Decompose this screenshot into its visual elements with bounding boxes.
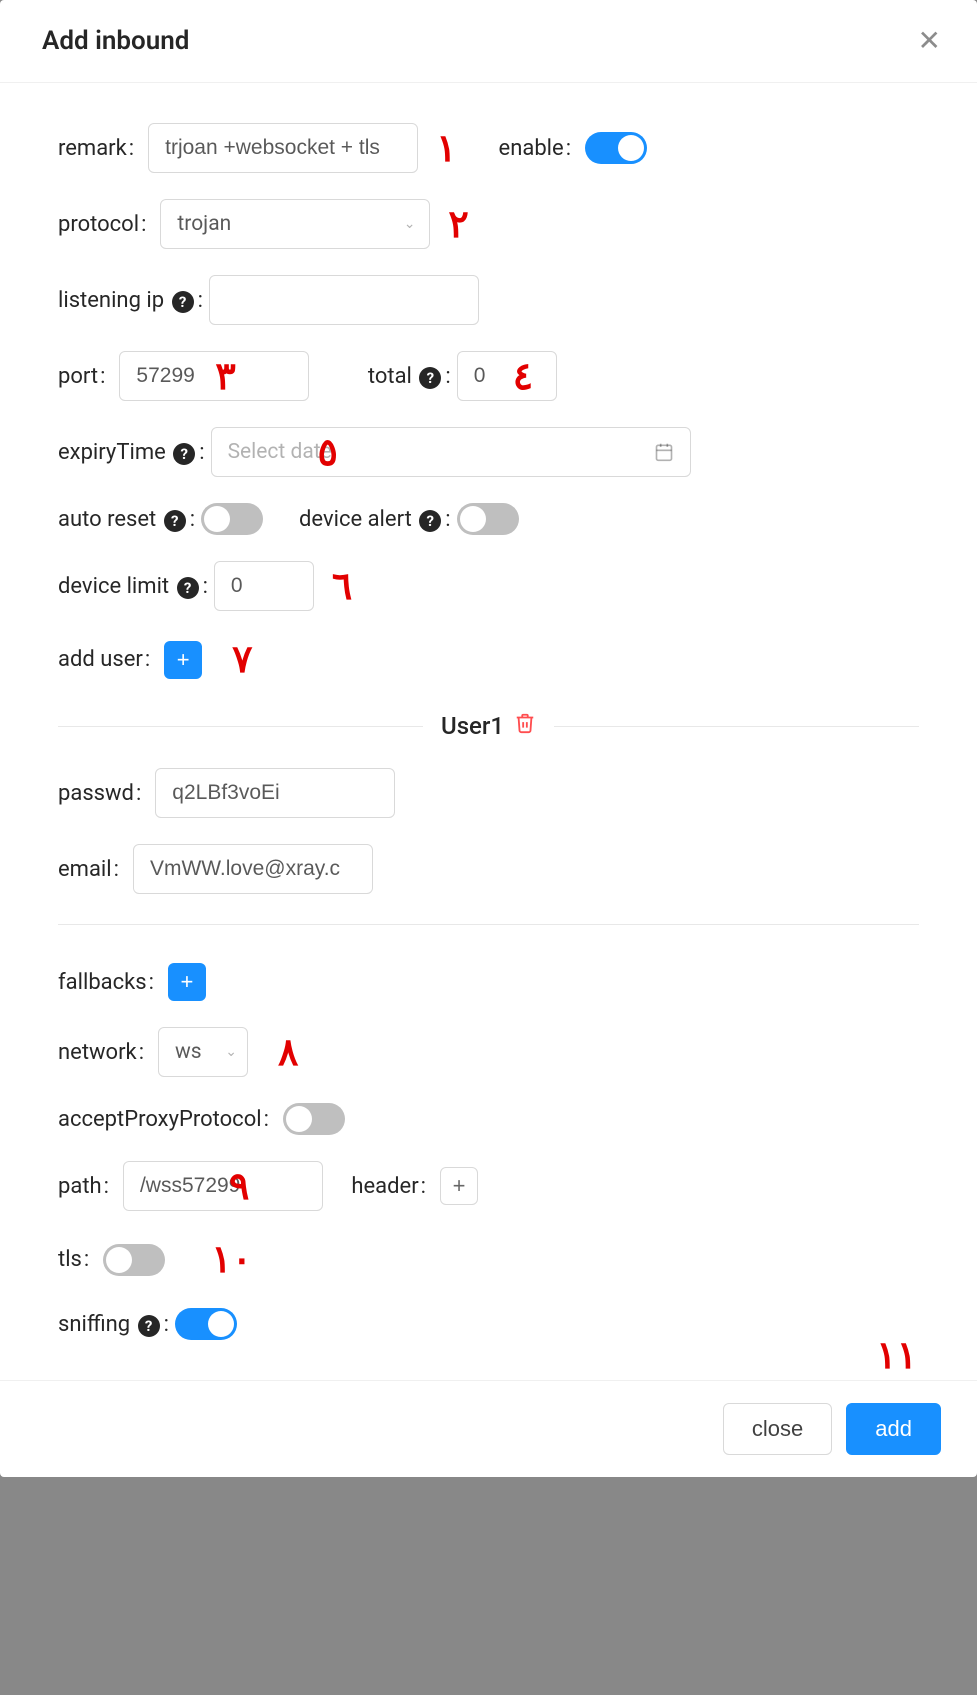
help-icon[interactable]: ?: [177, 577, 199, 599]
help-icon[interactable]: ?: [173, 443, 195, 465]
add-button[interactable]: add: [846, 1403, 941, 1455]
header-add-button[interactable]: +: [440, 1167, 478, 1205]
add-inbound-modal: Add inbound ✕ remark ۱ enable protocol t…: [0, 0, 977, 1477]
device-alert-switch[interactable]: [457, 503, 519, 535]
header-label: header: [351, 1174, 426, 1199]
total-input[interactable]: [457, 351, 557, 401]
annotation-3: ۳: [215, 354, 235, 399]
tls-label: tls: [58, 1247, 89, 1272]
help-icon[interactable]: ?: [138, 1315, 160, 1337]
protocol-select[interactable]: trojan ⌄: [160, 199, 430, 249]
modal-footer: ۱۱ close add: [0, 1380, 977, 1477]
close-icon[interactable]: ✕: [918, 27, 941, 55]
path-label: path: [58, 1174, 109, 1199]
user-title: User1: [441, 712, 504, 740]
annotation-6: ٦: [332, 564, 352, 609]
annotation-9: ۹: [229, 1164, 249, 1209]
auto-reset-label: auto reset ?: [58, 507, 195, 532]
fallbacks-add-button[interactable]: +: [168, 963, 206, 1001]
listening-ip-label: listening ip ?: [58, 288, 203, 313]
passwd-input[interactable]: [155, 768, 395, 818]
device-limit-input[interactable]: [214, 561, 314, 611]
annotation-5: ٥: [317, 430, 337, 475]
protocol-label: protocol: [58, 212, 146, 237]
help-icon[interactable]: ?: [419, 510, 441, 532]
trash-icon[interactable]: [514, 712, 536, 740]
passwd-label: passwd: [58, 781, 141, 806]
accept-proxy-label: acceptProxyProtocol: [58, 1107, 269, 1132]
tls-switch[interactable]: [103, 1244, 165, 1276]
listening-ip-input[interactable]: [209, 275, 479, 325]
device-alert-label: device alert ?: [299, 507, 451, 532]
port-label: port: [58, 364, 105, 389]
email-input[interactable]: [133, 844, 373, 894]
fallbacks-label: fallbacks: [58, 970, 154, 995]
total-label: total ?: [368, 364, 451, 389]
network-value: ws: [175, 1040, 202, 1064]
annotation-4: ٤: [513, 354, 533, 399]
help-icon[interactable]: ?: [419, 367, 441, 389]
expiry-label: expiryTime ?: [58, 440, 205, 465]
chevron-down-icon: ⌄: [404, 216, 416, 232]
close-button[interactable]: close: [723, 1403, 832, 1455]
email-label: email: [58, 857, 119, 882]
accept-proxy-switch[interactable]: [283, 1103, 345, 1135]
annotation-10: ۱۰: [211, 1237, 252, 1282]
annotation-11: ۱۱: [876, 1333, 917, 1378]
sniffing-label: sniffing ?: [58, 1312, 169, 1337]
network-label: network: [58, 1040, 144, 1065]
annotation-2: ۲: [448, 202, 468, 247]
annotation-8: ۸: [278, 1030, 298, 1075]
chevron-down-icon: ⌄: [225, 1044, 237, 1060]
help-icon[interactable]: ?: [172, 291, 194, 313]
annotation-1: ۱: [436, 126, 456, 171]
network-select[interactable]: ws ⌄: [158, 1027, 248, 1077]
modal-body: remark ۱ enable protocol trojan ⌄ ۲ list…: [0, 83, 977, 1380]
auto-reset-switch[interactable]: [201, 503, 263, 535]
add-user-label: add user: [58, 647, 150, 672]
remark-label: remark: [58, 136, 134, 161]
help-icon[interactable]: ?: [164, 510, 186, 532]
modal-title: Add inbound: [42, 26, 189, 56]
protocol-value: trojan: [177, 212, 231, 236]
modal-header: Add inbound ✕: [0, 0, 977, 83]
path-input[interactable]: [123, 1161, 323, 1211]
section-divider: [58, 924, 919, 925]
user-divider: User1: [58, 712, 919, 740]
add-user-button[interactable]: +: [164, 641, 202, 679]
port-input[interactable]: [119, 351, 309, 401]
sniffing-switch[interactable]: [175, 1308, 237, 1340]
calendar-icon: [654, 442, 674, 462]
enable-switch[interactable]: [585, 132, 647, 164]
device-limit-label: device limit ?: [58, 574, 208, 599]
annotation-7: ٧: [232, 637, 252, 682]
enable-label: enable: [499, 136, 571, 161]
expiry-date-input[interactable]: Select date ٥: [211, 427, 691, 477]
expiry-placeholder: Select date: [228, 440, 332, 464]
remark-input[interactable]: [148, 123, 418, 173]
